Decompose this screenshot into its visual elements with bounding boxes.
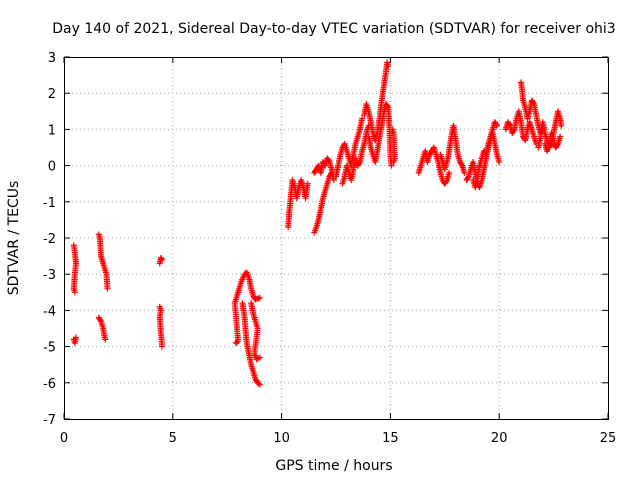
y-tick-label: 1 [48, 123, 56, 138]
y-axis-label: SDTVAR / TECUs [6, 181, 22, 296]
data-point-plus [158, 256, 165, 263]
data-point-plus [388, 162, 395, 169]
data-point-plus [102, 336, 109, 343]
data-point-plus [506, 121, 513, 128]
x-tick-label: 5 [169, 431, 177, 446]
data-point-plus [465, 174, 472, 181]
data-point-plus [356, 160, 363, 167]
data-point-plus [384, 103, 391, 110]
data-point-plus [256, 381, 263, 388]
x-tick-label: 15 [382, 431, 399, 446]
x-tick-label: 20 [491, 431, 508, 446]
data-point-plus [493, 121, 500, 128]
x-tick-label: 0 [60, 431, 68, 446]
y-tick-label: -6 [43, 377, 56, 392]
data-point-plus [104, 285, 111, 292]
data-point-plus [494, 122, 501, 129]
y-tick-label: -7 [43, 413, 56, 428]
x-tick-label: 10 [273, 431, 290, 446]
data-point-plus [325, 157, 332, 164]
data-point-plus [558, 122, 565, 129]
grid [64, 57, 608, 419]
y-tick-label: -2 [43, 232, 56, 247]
data-point-plus [530, 99, 537, 106]
data-point-plus [256, 354, 263, 361]
data-point-plus [330, 177, 337, 184]
data-point-plus [554, 142, 561, 149]
data-point-plus [304, 180, 311, 187]
data-point-plus [446, 169, 453, 176]
data-points [70, 59, 565, 388]
y-tick-label: 2 [48, 87, 56, 102]
x-tick-label: 25 [600, 431, 617, 446]
y-tick-label: -5 [43, 341, 56, 356]
data-point-plus [158, 343, 165, 350]
data-point-plus [97, 317, 104, 324]
data-point-plus [72, 334, 79, 341]
data-point-plus [461, 169, 468, 176]
data-point-plus [255, 380, 262, 387]
data-point-plus [71, 289, 78, 296]
data-point-plus [557, 133, 564, 140]
y-tick-label: 0 [48, 160, 56, 175]
y-tick-labels: -7 -6 -5 -4 -3 -2 -1 0 1 2 3 [43, 51, 56, 428]
y-tick-label: -4 [43, 304, 56, 319]
y-tick-label: -3 [43, 268, 56, 283]
chart-title: Day 140 of 2021, Sidereal Day-to-day VTE… [52, 21, 615, 37]
y-tick-label: -1 [43, 196, 56, 211]
data-point-plus [496, 158, 503, 165]
data-point-plus [385, 63, 392, 70]
x-axis-label: GPS time / hours [275, 458, 392, 474]
data-point-plus [458, 161, 465, 168]
data-point-plus [359, 115, 366, 122]
data-point-plus [443, 178, 450, 185]
data-point-plus [510, 127, 517, 134]
data-point-plus [256, 294, 263, 301]
data-point-plus [390, 158, 397, 165]
data-point-plus [233, 339, 240, 346]
x-tick-labels: 0 5 10 15 20 25 [60, 431, 616, 446]
plot-frame [64, 57, 609, 420]
y-tick-label: 3 [48, 51, 56, 66]
